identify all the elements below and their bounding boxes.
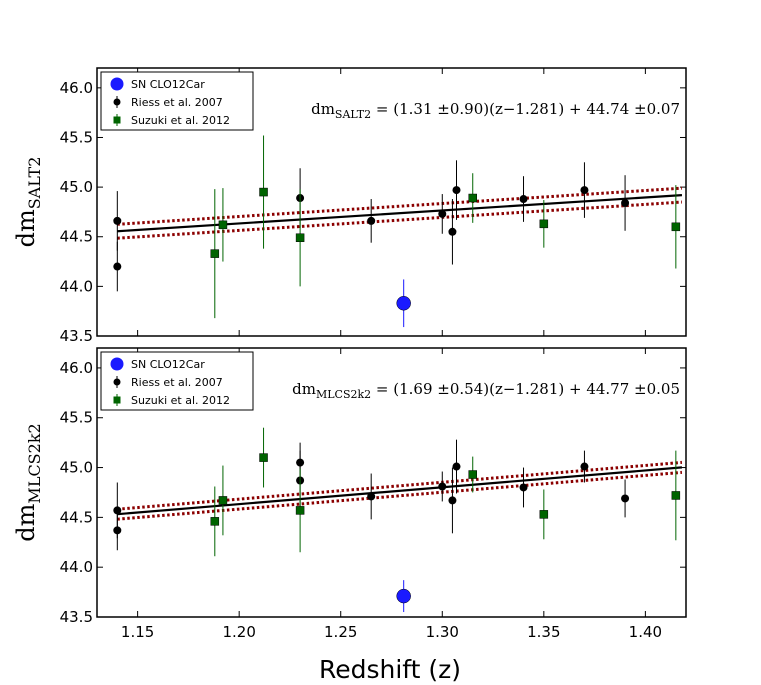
data-point-riess <box>621 494 630 503</box>
data-point-riess <box>113 506 122 515</box>
data-point-riess <box>452 186 461 195</box>
data-point-riess <box>580 186 589 195</box>
fit-upper-bound <box>117 186 683 226</box>
y-tick-label: 44.5 <box>60 228 93 246</box>
x-tick-label: 1.15 <box>121 623 154 641</box>
x-axis-label: Redshift (z) <box>319 655 461 684</box>
fit-line <box>117 194 683 233</box>
fit-upper-bound <box>117 460 683 511</box>
x-tick-label: 1.35 <box>527 623 560 641</box>
y-tick-label: 45.5 <box>60 128 93 146</box>
fit-line <box>117 466 683 516</box>
y-tick-label: 45.0 <box>60 178 93 196</box>
data-point-suzuki <box>259 187 268 197</box>
legend-label: Riess et al. 2007 <box>131 376 223 389</box>
data-point-suzuki <box>539 510 549 519</box>
legend-marker-riess <box>113 378 121 386</box>
x-tick-label: 1.20 <box>222 623 255 641</box>
data-point-riess <box>448 496 457 505</box>
data-point-riess <box>438 209 447 218</box>
data-point-suzuki <box>671 222 681 232</box>
data-point-riess <box>367 216 376 225</box>
legend-marker-clo12car <box>110 77 124 91</box>
data-point-suzuki <box>210 517 220 526</box>
data-point-suzuki <box>218 496 228 505</box>
y-tick-label: 43.5 <box>60 327 93 345</box>
y-tick-label: 45.5 <box>60 409 93 427</box>
data-point-riess <box>113 262 122 271</box>
y-axis-label: dmSALT2 <box>12 157 44 248</box>
data-point-suzuki <box>295 506 305 515</box>
y-tick-label: 43.5 <box>60 608 93 626</box>
legend-marker-riess <box>113 98 121 106</box>
legend-label: SN CLO12Car <box>131 358 205 371</box>
legend-box <box>100 71 254 131</box>
data-point-riess <box>448 227 457 236</box>
data-point-suzuki <box>539 219 549 229</box>
data-point-clo12car <box>396 295 411 311</box>
data-point-riess <box>519 483 528 492</box>
data-point-riess <box>113 216 122 225</box>
legend-label: Suzuki et al. 2012 <box>131 394 230 407</box>
legend-label: Suzuki et al. 2012 <box>131 114 230 127</box>
data-point-riess <box>621 198 630 207</box>
panel-mlcs2k2: 43.5 44.0 44.5 45.0 45.5 46.0 1.15 1.20 1.25 1.30… <box>12 347 687 641</box>
data-point-riess <box>438 482 447 491</box>
y-axis-label: dmMLCS2k2 <box>12 423 44 541</box>
data-point-suzuki <box>671 491 681 500</box>
y-tick-label: 44.0 <box>60 558 93 576</box>
legend-label: SN CLO12Car <box>131 78 205 91</box>
y-tick-label: 46.0 <box>60 79 93 97</box>
legend-box <box>100 351 254 411</box>
data-point-suzuki <box>210 249 220 258</box>
data-point-riess <box>519 195 528 204</box>
fit-equation: dmMLCS2k2 = (1.69 ±0.54)(z−1.281) + 44.7… <box>292 380 680 401</box>
legend-label: Riess et al. 2007 <box>131 96 223 109</box>
y-tick-label: 44.0 <box>60 277 93 295</box>
y-tick-label: 45.0 <box>60 459 93 477</box>
data-point-suzuki <box>259 453 268 462</box>
legend-marker-clo12car <box>110 357 124 371</box>
x-tick-label: 1.30 <box>426 623 459 641</box>
data-point-clo12car <box>396 588 411 604</box>
data-point-suzuki <box>468 470 477 479</box>
data-point-suzuki <box>295 233 305 242</box>
data-point-riess <box>580 462 589 471</box>
y-tick-label: 46.0 <box>60 359 93 377</box>
data-point-riess <box>452 462 461 471</box>
x-tick-label: 1.25 <box>324 623 357 641</box>
data-point-suzuki <box>468 193 477 203</box>
legend-marker-suzuki <box>113 396 121 404</box>
fit-lower-bound <box>117 200 683 240</box>
legend-marker-suzuki <box>113 116 121 124</box>
x-tick-label: 1.40 <box>629 623 662 641</box>
data-point-riess <box>367 492 376 501</box>
panel-salt2: 43.5 44.0 44.5 45.0 45.5 46.0 dmSALT2 SN CLO12C… <box>12 67 687 345</box>
y-tick-label: 44.5 <box>60 508 93 526</box>
plot-frame <box>96 67 687 337</box>
plot-frame <box>96 347 687 618</box>
fit-equation: dmSALT2 = (1.31 ±0.90)(z−1.281) + 44.74 … <box>311 100 680 121</box>
fit-lower-bound <box>117 470 683 521</box>
data-point-suzuki <box>218 220 228 230</box>
